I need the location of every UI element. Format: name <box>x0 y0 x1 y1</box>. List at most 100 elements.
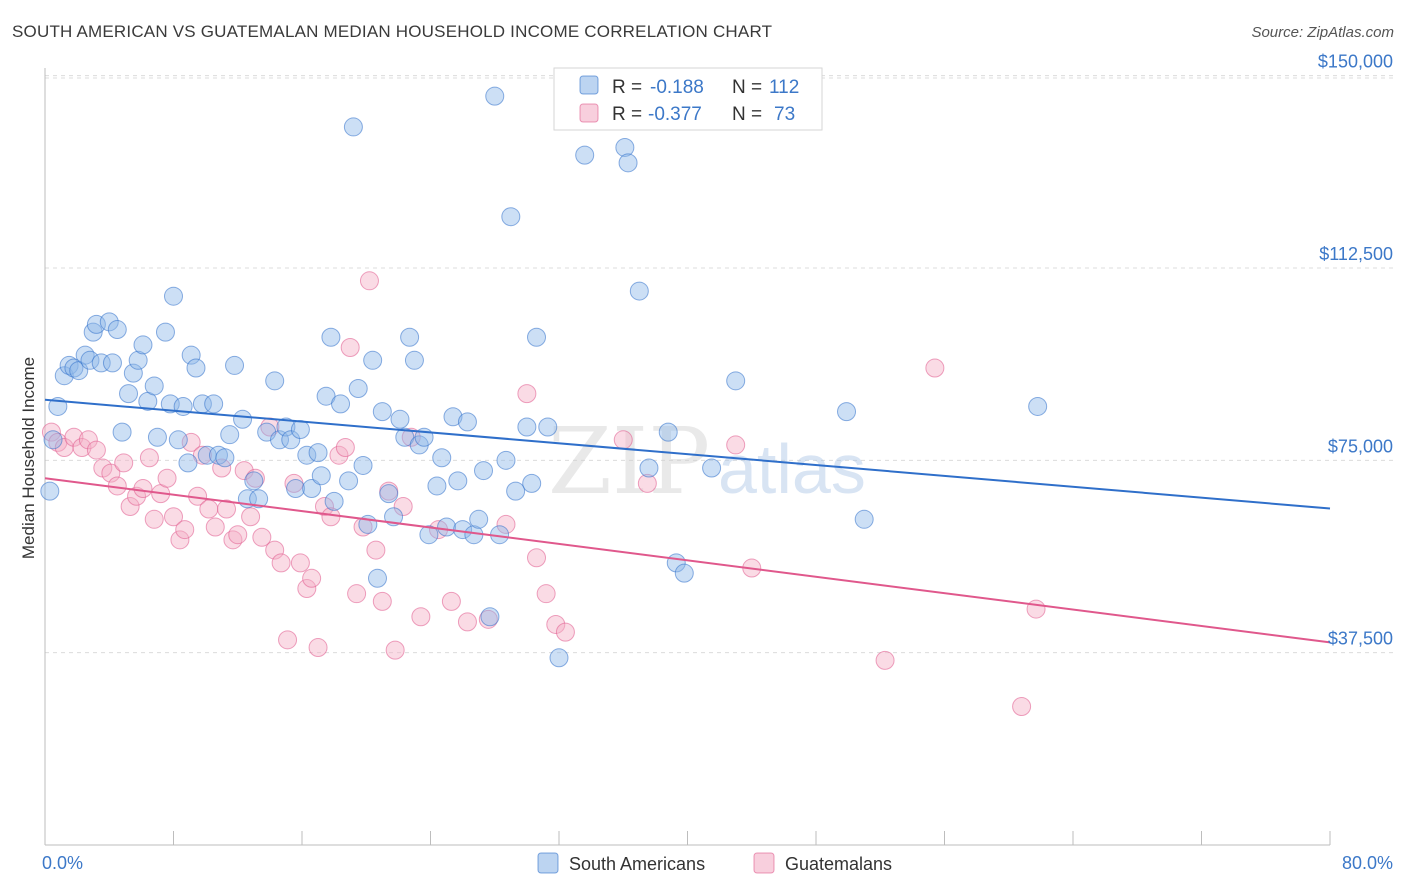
series-legend-swatch-guatemalans <box>753 852 775 874</box>
point-guatemalans-37 <box>278 630 298 650</box>
point-south-americans-19 <box>133 335 153 355</box>
point-south-americans-65 <box>379 484 399 504</box>
point-guatemalans-6 <box>86 440 106 460</box>
point-south-americans-73 <box>419 525 439 545</box>
point-south-americans-38 <box>233 409 253 429</box>
legend-n-label-2: N = <box>732 104 762 125</box>
point-guatemalans-3 <box>64 427 84 447</box>
point-guatemalans-10 <box>114 453 134 473</box>
point-south-americans-89 <box>506 481 526 501</box>
point-guatemalans-41 <box>302 568 322 588</box>
point-south-americans-16 <box>119 384 139 404</box>
point-south-americans-83 <box>474 461 494 481</box>
point-guatemalans-11 <box>120 496 140 516</box>
point-guatemalans-36 <box>271 553 291 573</box>
point-guatemalans-60 <box>457 612 477 632</box>
point-guatemalans-19 <box>170 530 190 550</box>
legend-swatch-south-americans <box>579 75 599 95</box>
watermark-zip: ZIP <box>548 408 710 515</box>
point-south-americans-40 <box>244 471 264 491</box>
point-south-americans-104 <box>726 371 746 391</box>
point-south-americans-3 <box>54 366 74 386</box>
point-south-americans-55 <box>324 491 344 511</box>
trend-line-guatemalans <box>44 477 1331 644</box>
point-guatemalans-65 <box>536 584 556 604</box>
point-south-americans-106 <box>854 509 874 529</box>
point-south-americans-8 <box>80 350 100 370</box>
point-south-americans-25 <box>164 286 183 306</box>
point-south-americans-4 <box>59 355 79 375</box>
point-guatemalans-44 <box>321 507 341 527</box>
point-south-americans-15 <box>112 422 132 442</box>
point-guatemalans-14 <box>139 448 159 468</box>
guatemalans-points <box>41 271 1046 717</box>
trend-lines <box>44 398 1331 644</box>
point-guatemalans-29 <box>228 525 248 545</box>
point-south-americans-48 <box>290 420 310 440</box>
point-south-americans-58 <box>343 117 363 137</box>
point-south-americans-30 <box>186 358 206 378</box>
point-guatemalans-39 <box>290 553 310 573</box>
legend-swatch-guatemalans <box>579 103 599 123</box>
series-legend-south-americans: South Americans <box>569 854 705 874</box>
legend-n-value-guatemalans: 73 <box>774 104 795 125</box>
point-south-americans-98 <box>629 281 649 301</box>
point-south-americans-46 <box>281 430 301 450</box>
point-guatemalans-30 <box>234 461 254 481</box>
watermark: ZIP atlas <box>548 408 866 515</box>
point-guatemalans-24 <box>199 499 219 519</box>
south-americans-points <box>40 86 1048 668</box>
point-south-americans-14 <box>107 320 127 340</box>
point-guatemalans-62 <box>496 514 516 534</box>
point-south-americans-51 <box>308 443 328 463</box>
point-guatemalans-59 <box>441 591 461 611</box>
point-south-americans-26 <box>168 430 188 450</box>
point-guatemalans-70 <box>726 435 746 455</box>
point-south-americans-1 <box>43 430 63 450</box>
point-south-americans-37 <box>225 355 245 375</box>
point-guatemalans-25 <box>205 517 225 537</box>
point-south-americans-78 <box>448 471 468 491</box>
point-guatemalans-55 <box>393 496 413 516</box>
point-guatemalans-69 <box>637 473 657 493</box>
point-south-americans-63 <box>367 568 387 588</box>
point-guatemalans-40 <box>297 579 317 599</box>
point-south-americans-43 <box>265 371 285 391</box>
point-south-americans-92 <box>527 327 547 347</box>
point-south-americans-99 <box>639 458 659 478</box>
point-south-americans-33 <box>204 394 224 414</box>
point-south-americans-60 <box>353 455 373 475</box>
point-south-americans-91 <box>522 473 542 493</box>
point-south-americans-87 <box>496 450 516 470</box>
point-south-americans-62 <box>363 350 383 370</box>
point-south-americans-103 <box>702 458 722 478</box>
legend-r-value-south-americans: -0.188 <box>650 77 704 98</box>
point-south-americans-69 <box>400 327 420 347</box>
point-guatemalans-67 <box>555 622 575 642</box>
point-guatemalans-75 <box>1026 599 1046 619</box>
point-guatemalans-64 <box>527 548 547 568</box>
point-guatemalans-68 <box>613 430 633 450</box>
point-south-americans-47 <box>286 479 306 499</box>
point-south-americans-18 <box>128 350 148 370</box>
x-tick-labels: 0.0% 80.0% <box>42 853 1393 873</box>
point-guatemalans-15 <box>144 509 164 529</box>
series-legend: South Americans Guatemalans <box>537 852 892 874</box>
point-south-americans-54 <box>321 327 341 347</box>
point-south-americans-105 <box>837 402 857 422</box>
point-south-americans-94 <box>549 648 569 668</box>
point-south-americans-70 <box>404 350 424 370</box>
point-south-americans-13 <box>102 353 122 373</box>
point-south-americans-9 <box>83 322 103 342</box>
x-tick-label-1: 80.0% <box>1342 853 1393 873</box>
point-south-americans-21 <box>144 376 164 396</box>
y-tick-label-2: $112,500 <box>1319 244 1393 264</box>
y-tick-labels: $37,500 $75,000 $112,500 $150,000 <box>1318 52 1393 649</box>
legend-r-label-1: R = <box>612 77 642 98</box>
series-legend-swatch-south-americans <box>537 852 559 874</box>
point-south-americans-107 <box>1028 396 1048 416</box>
point-guatemalans-5 <box>78 430 98 450</box>
point-south-americans-64 <box>372 402 392 422</box>
point-guatemalans-0 <box>41 422 61 442</box>
